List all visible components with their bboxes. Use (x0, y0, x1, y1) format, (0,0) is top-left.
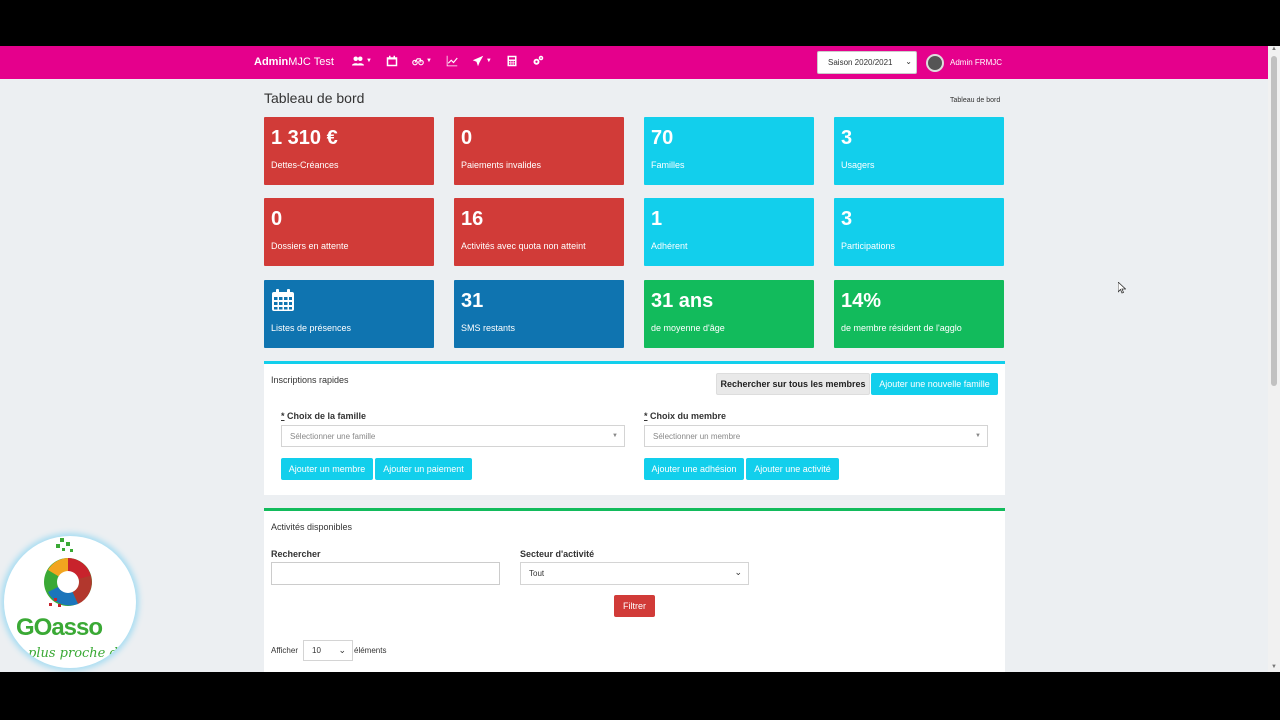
tile-sms[interactable]: 31 SMS restants (454, 280, 624, 348)
show-prefix: Afficher (271, 646, 298, 655)
tile-value: 3 (841, 127, 853, 149)
tile-average-age[interactable]: 31 ans de moyenne d'âge (644, 280, 814, 348)
goasso-logo: GOasso plus proche de (4, 536, 136, 668)
tile-members[interactable]: 1 Adhérent (644, 198, 814, 266)
chart-icon[interactable] (446, 55, 458, 67)
season-select[interactable]: Saison 2020/2021 ⌄ (817, 51, 917, 74)
add-payment-button[interactable]: Ajouter un paiement (375, 458, 472, 480)
scroll-up-icon[interactable]: ▲ (1271, 46, 1277, 52)
logo-text: GOasso (16, 614, 103, 641)
page-size-select[interactable]: 10 ⌄ (303, 640, 353, 661)
tile-debts[interactable]: 1 310 € Dettes-Créances (264, 117, 434, 185)
cogs-icon[interactable] (532, 55, 544, 67)
bicycle-icon[interactable]: ▼ (412, 55, 432, 67)
sector-label: Secteur d'activité (520, 549, 595, 559)
app-viewport: AdminMJC Test ▼ ▼ ▼ Saison 2020/2021 ⌄ Ad… (0, 46, 1280, 672)
tile-value: 1 310 € (271, 127, 338, 149)
tile-value: 14% (841, 290, 882, 312)
tile-attendance-lists[interactable]: Listes de présences (264, 280, 434, 348)
avatar[interactable] (926, 54, 944, 72)
tile-label: de moyenne d'âge (651, 323, 725, 333)
tile-pending-files[interactable]: 0 Dossiers en attente (264, 198, 434, 266)
sector-select[interactable]: Tout ⌄ (520, 562, 749, 585)
tile-label: Participations (841, 241, 896, 251)
user-menu[interactable]: Admin FRMJC (950, 58, 1003, 67)
top-navbar: AdminMJC Test ▼ ▼ ▼ Saison 2020/2021 ⌄ Ad… (0, 46, 1268, 79)
scroll-thumb[interactable] (1271, 56, 1277, 386)
tile-participations[interactable]: 3 Participations (834, 198, 1004, 266)
tile-label: Paiements invalides (461, 160, 542, 170)
scroll-down-icon[interactable]: ▼ (1271, 664, 1277, 670)
tile-quota-activities[interactable]: 16 Activités avec quota non atteint (454, 198, 624, 266)
card-title: Inscriptions rapides (271, 375, 349, 385)
tile-label: Dettes-Créances (271, 160, 339, 170)
tile-value: 1 (651, 208, 663, 230)
tile-label: Adhérent (651, 241, 688, 251)
tile-value: 0 (461, 127, 473, 149)
card-title: Activités disponibles (271, 522, 353, 532)
paper-plane-icon[interactable]: ▼ (472, 55, 492, 67)
search-input[interactable] (271, 562, 500, 585)
tile-label: de membre résident de l'agglo (841, 323, 962, 333)
tile-users[interactable]: 3 Usagers (834, 117, 1004, 185)
tile-value: 0 (271, 208, 283, 230)
tile-label: Usagers (841, 160, 875, 170)
tile-label: Familles (651, 160, 685, 170)
nav-menu: ▼ ▼ ▼ (352, 55, 544, 67)
tile-label: Listes de présences (271, 323, 352, 333)
logo-tagline: plus proche de (28, 646, 126, 661)
chevron-down-icon: ⌄ (734, 567, 742, 577)
add-activity-button[interactable]: Ajouter une activité (746, 458, 839, 480)
filter-button[interactable]: Filtrer (614, 595, 655, 617)
page-title: Tableau de bord (264, 90, 365, 106)
calculator-icon[interactable] (506, 55, 518, 67)
chevron-down-icon: ⌄ (905, 57, 912, 66)
search-label: Rechercher (271, 549, 321, 559)
tile-label: Activités avec quota non atteint (461, 241, 586, 251)
scrollbar[interactable]: ▲ ▼ (1268, 46, 1280, 672)
add-family-button[interactable]: Ajouter une nouvelle famille (871, 373, 998, 395)
tile-value: 31 ans (651, 290, 714, 312)
member-select[interactable]: Sélectionner un membre ▼ (644, 425, 988, 447)
caret-down-icon: ▼ (975, 433, 981, 439)
breadcrumb[interactable]: Tableau de bord (950, 97, 1001, 104)
quick-registration-card: Inscriptions rapides Rechercher sur tous… (264, 361, 1005, 495)
search-all-members-button[interactable]: Rechercher sur tous les membres (716, 373, 870, 395)
tile-families[interactable]: 70 Familles (644, 117, 814, 185)
tile-invalid-payments[interactable]: 0 Paiements invalides (454, 117, 624, 185)
mouse-cursor-icon (1118, 282, 1126, 294)
caret-down-icon: ▼ (612, 433, 618, 439)
add-membership-button[interactable]: Ajouter une adhésion (644, 458, 744, 480)
tile-value: 70 (651, 127, 674, 149)
add-member-button[interactable]: Ajouter un membre (281, 458, 373, 480)
tile-value: 16 (461, 208, 484, 230)
show-suffix: éléments (354, 646, 387, 655)
tile-label: SMS restants (461, 323, 516, 333)
brand-logo[interactable]: AdminMJC Test (254, 56, 334, 68)
member-field-label: * Choix du membre (644, 411, 727, 421)
calendar-icon[interactable] (386, 55, 398, 67)
tile-value: 3 (841, 208, 853, 230)
available-activities-card: Activités disponibles Rechercher Secteur… (264, 508, 1005, 672)
calendar-icon (272, 289, 294, 311)
family-field-label: * Choix de la famille (281, 411, 367, 421)
goasso-emblem-icon (44, 538, 92, 607)
tile-label: Dossiers en attente (271, 241, 349, 251)
tile-value: 31 (461, 290, 484, 312)
tile-resident-rate[interactable]: 14% de membre résident de l'agglo (834, 280, 1004, 348)
users-icon[interactable]: ▼ (352, 55, 372, 67)
chevron-down-icon: ⌄ (338, 645, 346, 655)
family-select[interactable]: Sélectionner une famille ▼ (281, 425, 625, 447)
